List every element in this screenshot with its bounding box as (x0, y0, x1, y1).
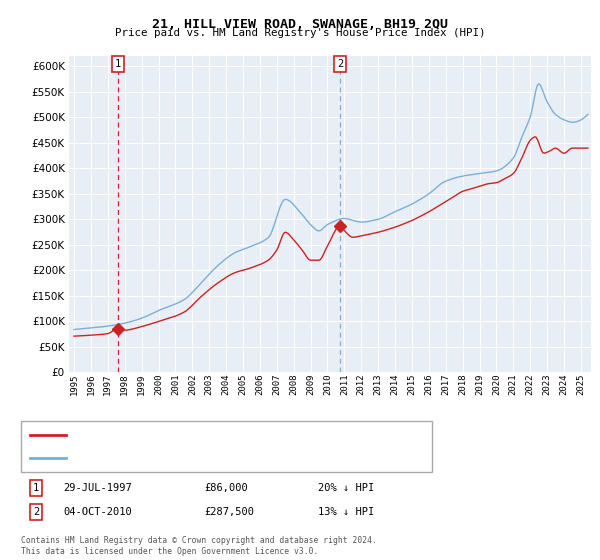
Text: £86,000: £86,000 (204, 483, 248, 493)
Text: 20% ↓ HPI: 20% ↓ HPI (318, 483, 374, 493)
Text: 29-JUL-1997: 29-JUL-1997 (63, 483, 132, 493)
Text: £287,500: £287,500 (204, 507, 254, 517)
Text: 1: 1 (33, 483, 39, 493)
Text: 13% ↓ HPI: 13% ↓ HPI (318, 507, 374, 517)
Text: 2: 2 (33, 507, 39, 517)
Text: 21, HILL VIEW ROAD, SWANAGE, BH19 2QU: 21, HILL VIEW ROAD, SWANAGE, BH19 2QU (152, 18, 448, 31)
Text: Price paid vs. HM Land Registry's House Price Index (HPI): Price paid vs. HM Land Registry's House … (115, 28, 485, 38)
Text: 04-OCT-2010: 04-OCT-2010 (63, 507, 132, 517)
Text: 2: 2 (337, 59, 343, 69)
Text: 21, HILL VIEW ROAD, SWANAGE, BH19 2QU (detached house): 21, HILL VIEW ROAD, SWANAGE, BH19 2QU (d… (72, 430, 389, 440)
Text: HPI: Average price, detached house, Dorset: HPI: Average price, detached house, Dors… (72, 453, 319, 463)
Text: Contains HM Land Registry data © Crown copyright and database right 2024.
This d: Contains HM Land Registry data © Crown c… (21, 536, 377, 556)
Text: 1: 1 (115, 59, 121, 69)
